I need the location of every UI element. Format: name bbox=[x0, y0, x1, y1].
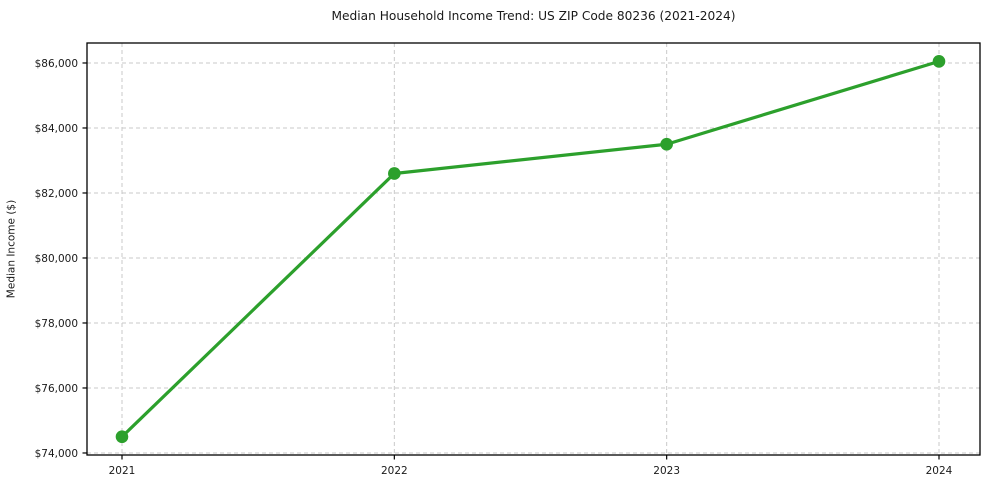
chart-title: Median Household Income Trend: US ZIP Co… bbox=[332, 9, 736, 23]
data-point bbox=[115, 430, 129, 444]
y-tick-label: $84,000 bbox=[35, 123, 78, 135]
x-tick-label: 2021 bbox=[109, 465, 136, 477]
x-tick-label: 2024 bbox=[926, 465, 953, 477]
y-tick-label: $82,000 bbox=[35, 188, 78, 200]
y-axis-label: Median Income ($) bbox=[6, 200, 18, 298]
y-tick-label: $76,000 bbox=[35, 383, 78, 395]
data-point bbox=[388, 167, 401, 180]
data-point bbox=[932, 55, 946, 68]
y-tick-label: $74,000 bbox=[35, 448, 78, 460]
plot-border bbox=[86, 42, 981, 456]
data-line bbox=[120, 59, 941, 439]
y-tick-label: $86,000 bbox=[35, 58, 78, 70]
x-tick-label: 2022 bbox=[381, 465, 408, 477]
data-point bbox=[660, 137, 673, 151]
y-tick-label: $78,000 bbox=[35, 318, 78, 330]
x-tick-label: 2023 bbox=[653, 465, 680, 477]
y-tick-label: $80,000 bbox=[35, 253, 78, 265]
